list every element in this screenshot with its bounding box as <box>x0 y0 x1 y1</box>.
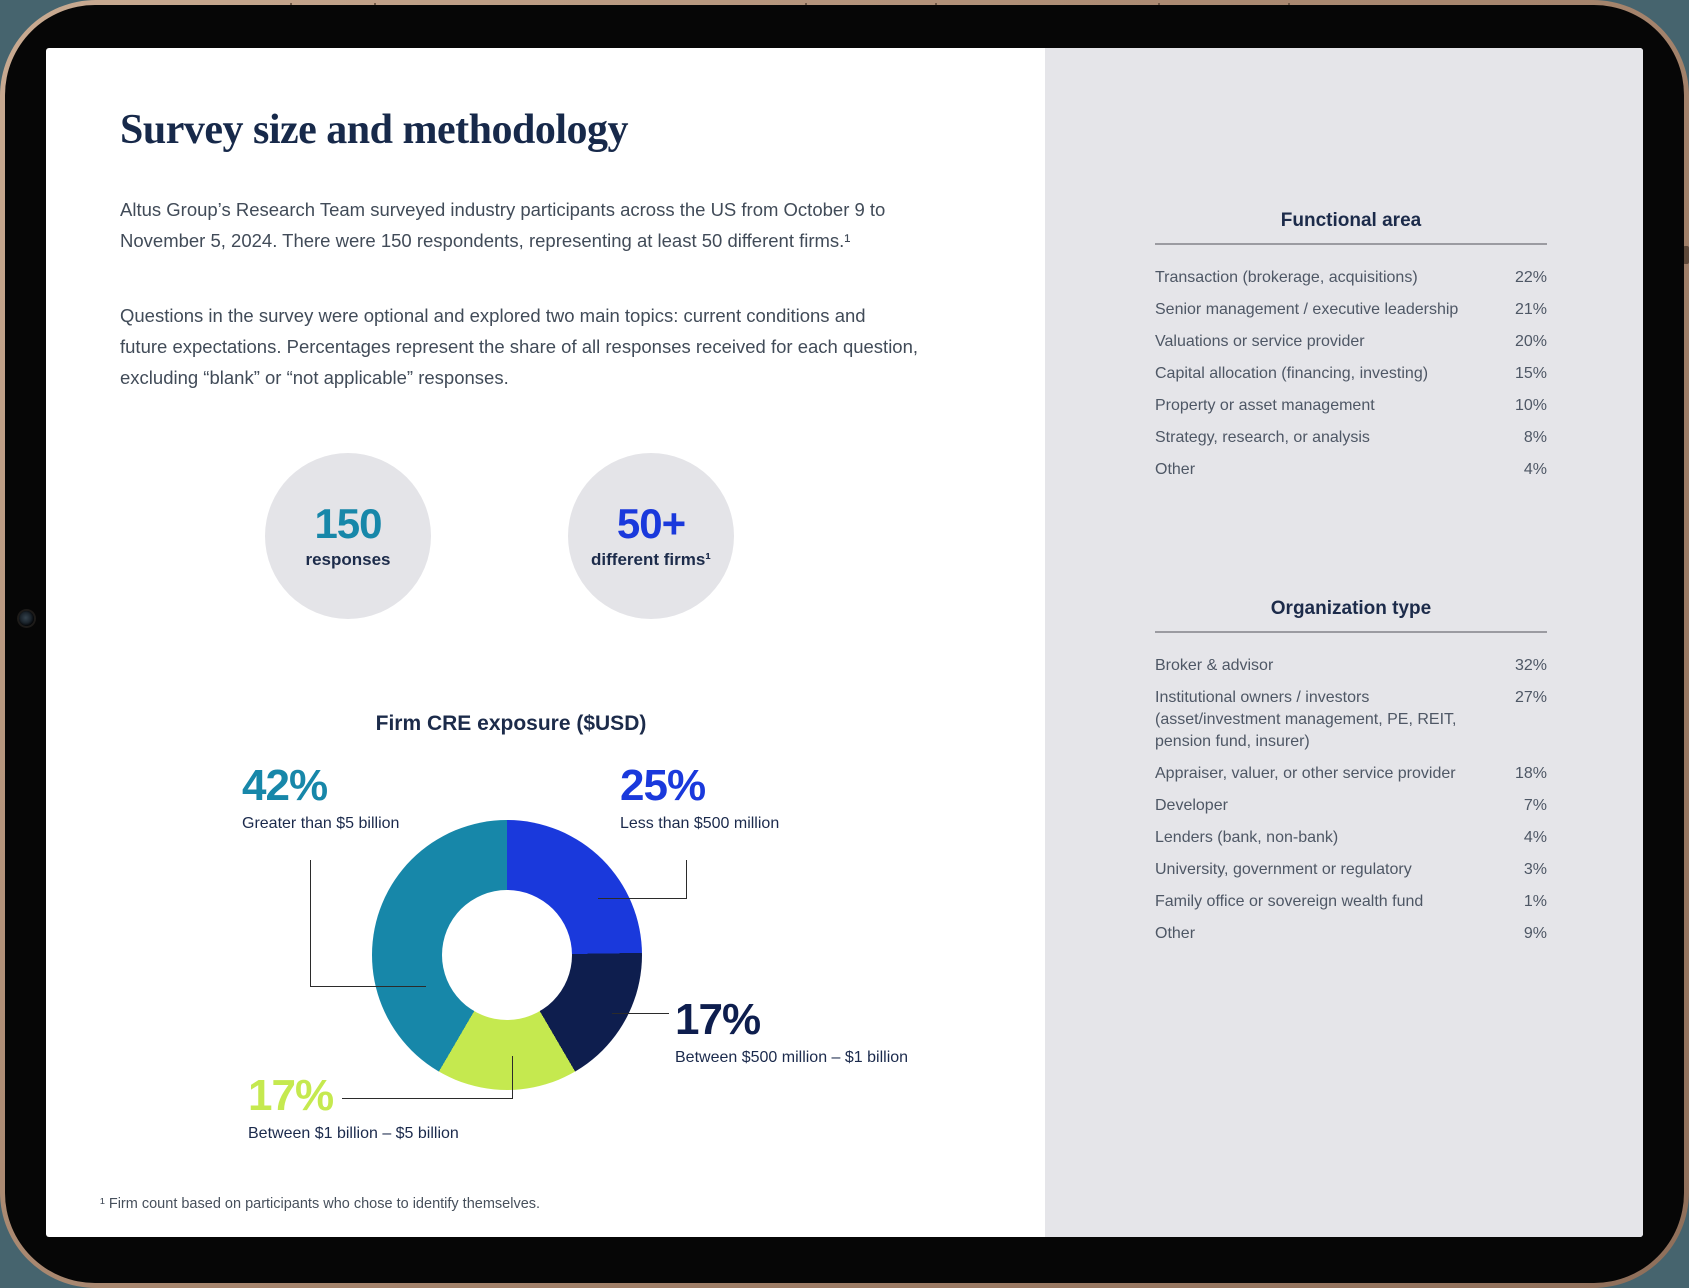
stat-label: different firms¹ <box>591 549 711 569</box>
table-row: Appraiser, valuer, or other service prov… <box>1155 763 1547 785</box>
table-row: Other 4% <box>1155 459 1547 481</box>
row-label: Other <box>1155 461 1196 478</box>
row-label: Transaction (brokerage, acquisitions) <box>1155 269 1418 286</box>
row-value: 3% <box>1523 861 1547 878</box>
row-label: Lenders (bank, non-bank) <box>1155 829 1339 846</box>
callout-label: Greater than $5 billion <box>242 815 400 832</box>
table-rule <box>1155 631 1547 633</box>
row-label: University, government or regulatory <box>1155 861 1412 878</box>
row-value: 18% <box>1514 765 1547 782</box>
callout-less-500m: 25% Less than $500 million <box>620 764 779 833</box>
row-label: Family office or sovereign wealth fund <box>1155 893 1424 910</box>
table-row: Institutional owners / investors (asset/… <box>1155 687 1547 753</box>
row-label: Appraiser, valuer, or other service prov… <box>1155 765 1456 782</box>
stat-value: 50+ <box>616 499 686 547</box>
row-label: Strategy, research, or analysis <box>1155 429 1370 446</box>
cre-exposure-donut-chart <box>372 820 642 1090</box>
organization-type-table: Organization type Broker & advisor 32% I… <box>1155 598 1547 955</box>
table-rule <box>1155 243 1547 245</box>
table-row: Broker & advisor 32% <box>1155 655 1547 677</box>
row-value: 1% <box>1523 893 1547 910</box>
table-row: Strategy, research, or analysis 8% <box>1155 427 1547 449</box>
table-row: University, government or regulatory 3% <box>1155 859 1547 881</box>
callout-percent: 17% <box>675 995 761 1044</box>
table-title: Functional area <box>1280 210 1422 231</box>
table-title: Organization type <box>1270 598 1432 619</box>
side-button <box>1683 246 1689 264</box>
row-value: 4% <box>1523 461 1547 478</box>
table-rows: Broker & advisor 32% Institutional owner… <box>1155 655 1547 945</box>
callout-500m-1b: 17% Between $500 million – $1 billion <box>675 998 908 1067</box>
row-value: 10% <box>1514 397 1547 414</box>
callout-greater-5b: 42% Greater than $5 billion <box>242 764 399 833</box>
table-row: Senior management / executive leadership… <box>1155 299 1547 321</box>
callout-line-1b-5b <box>342 1056 513 1099</box>
row-label: Institutional owners / investors (asset/… <box>1155 689 1457 750</box>
stat-responses: 150 responses <box>265 453 431 619</box>
row-value: 20% <box>1514 333 1547 350</box>
row-label: Developer <box>1155 797 1228 814</box>
footnote: ¹ Firm count based on participants who c… <box>100 1196 541 1212</box>
row-value: 32% <box>1514 657 1547 674</box>
table-row: Family office or sovereign wealth fund 1… <box>1155 891 1547 913</box>
stat-value: 150 <box>314 499 382 547</box>
row-value: 4% <box>1523 829 1547 846</box>
page-title: Survey size and methodology <box>120 107 629 153</box>
callout-percent: 42% <box>242 761 328 810</box>
intro-paragraph: Altus Group’s Research Team surveyed ind… <box>120 199 886 251</box>
table-rows: Transaction (brokerage, acquisitions) 22… <box>1155 267 1547 481</box>
row-value: 8% <box>1523 429 1547 446</box>
table-row: Lenders (bank, non-bank) 4% <box>1155 827 1547 849</box>
right-panel: Functional area Transaction (brokerage, … <box>1045 48 1643 1237</box>
stat-label: responses <box>305 549 391 569</box>
callout-line-less-500m <box>598 860 687 899</box>
stat-different-firms: 50+ different firms¹ <box>568 453 734 619</box>
row-label: Valuations or service provider <box>1155 333 1365 350</box>
table-row: Capital allocation (financing, investing… <box>1155 363 1547 385</box>
row-value: 15% <box>1514 365 1547 382</box>
chart-title: Firm CRE exposure ($USD) <box>375 712 647 735</box>
row-label: Capital allocation (financing, investing… <box>1155 365 1429 382</box>
row-label: Property or asset management <box>1155 397 1375 414</box>
callout-label: Between $1 billion – $5 billion <box>248 1125 459 1142</box>
row-value: 7% <box>1523 797 1547 814</box>
methodology-paragraph: Questions in the survey were optional an… <box>120 305 919 388</box>
functional-area-table: Functional area Transaction (brokerage, … <box>1155 210 1547 491</box>
callout-label: Between $500 million – $1 billion <box>675 1049 909 1066</box>
row-label: Broker & advisor <box>1155 657 1274 674</box>
row-value: 22% <box>1514 269 1547 286</box>
callout-percent: 17% <box>248 1071 334 1120</box>
callout-label: Less than $500 million <box>620 815 780 832</box>
row-label: Senior management / executive leadership <box>1155 301 1459 318</box>
callout-1b-5b: 17% Between $1 billion – $5 billion <box>248 1074 459 1143</box>
row-value: 27% <box>1514 689 1547 706</box>
table-row: Property or asset management 10% <box>1155 395 1547 417</box>
screen: Functional area Transaction (brokerage, … <box>46 48 1643 1237</box>
callout-line-greater-5b <box>310 860 426 987</box>
front-camera <box>19 611 34 626</box>
table-row: Developer 7% <box>1155 795 1547 817</box>
table-row: Valuations or service provider 20% <box>1155 331 1547 353</box>
row-label: Other <box>1155 925 1196 942</box>
row-value: 21% <box>1514 301 1547 318</box>
table-row: Other 9% <box>1155 923 1547 945</box>
callout-percent: 25% <box>620 761 706 810</box>
callout-line-500m-1b <box>612 1013 669 1014</box>
donut-hole <box>442 890 572 1020</box>
row-value: 9% <box>1523 925 1547 942</box>
table-row: Transaction (brokerage, acquisitions) 22… <box>1155 267 1547 289</box>
